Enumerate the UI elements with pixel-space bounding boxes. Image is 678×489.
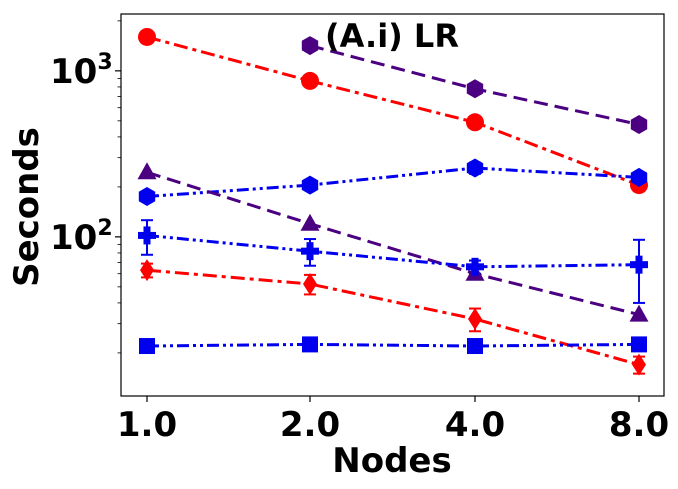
series-line — [146, 35, 640, 187]
diamond-marker — [632, 353, 646, 376]
hexagon-marker — [630, 167, 648, 187]
y-axis-label: Seconds — [7, 127, 47, 287]
x-tick-label: 8.0 — [609, 405, 669, 445]
chart-title: (A.i) LR — [325, 17, 459, 55]
hexagon-marker — [466, 79, 484, 99]
plus-marker — [630, 255, 648, 274]
plus-marker-stem — [471, 257, 479, 276]
circle-marker — [301, 71, 319, 90]
tick-labels: 1.0 2.0 4.0 8.0 102 103 — [50, 50, 669, 445]
triangle-marker — [629, 304, 649, 322]
x-tick-label: 4.0 — [445, 405, 505, 445]
circle-marker — [466, 113, 484, 132]
hexagon-marker — [630, 115, 648, 134]
hexagon-marker — [138, 187, 156, 206]
triangle-marker — [137, 162, 157, 180]
hexagon-marker — [301, 36, 319, 56]
square-marker — [302, 336, 318, 353]
square-marker — [631, 336, 647, 353]
diamond-marker — [140, 259, 154, 282]
hexagon-marker — [466, 158, 484, 178]
series-line — [146, 166, 640, 198]
plus-marker-stem — [143, 226, 151, 245]
x-axis-label: Nodes — [332, 441, 451, 481]
y-tick-label: 102 — [50, 216, 113, 258]
square-marker — [139, 338, 155, 355]
diamond-marker — [303, 273, 317, 296]
triangle-marker — [300, 213, 320, 231]
x-tick-label: 2.0 — [280, 405, 340, 445]
plus-marker-stem — [635, 255, 643, 274]
plot-area — [120, 13, 665, 397]
series-line — [146, 233, 640, 269]
series-markers — [137, 27, 649, 376]
square-marker — [467, 338, 483, 355]
plus-marker-stem — [306, 242, 314, 261]
plus-marker — [466, 257, 484, 276]
series-line — [146, 170, 640, 317]
x-tick-label: 1.0 — [117, 405, 177, 445]
plus-marker — [138, 226, 156, 245]
circle-marker — [138, 27, 156, 46]
y-tick-label: 103 — [50, 50, 113, 92]
plus-marker — [301, 242, 319, 261]
axis-ticks — [115, 20, 640, 402]
hexagon-marker — [301, 175, 319, 195]
diamond-marker — [468, 308, 482, 331]
series-line — [146, 342, 640, 348]
